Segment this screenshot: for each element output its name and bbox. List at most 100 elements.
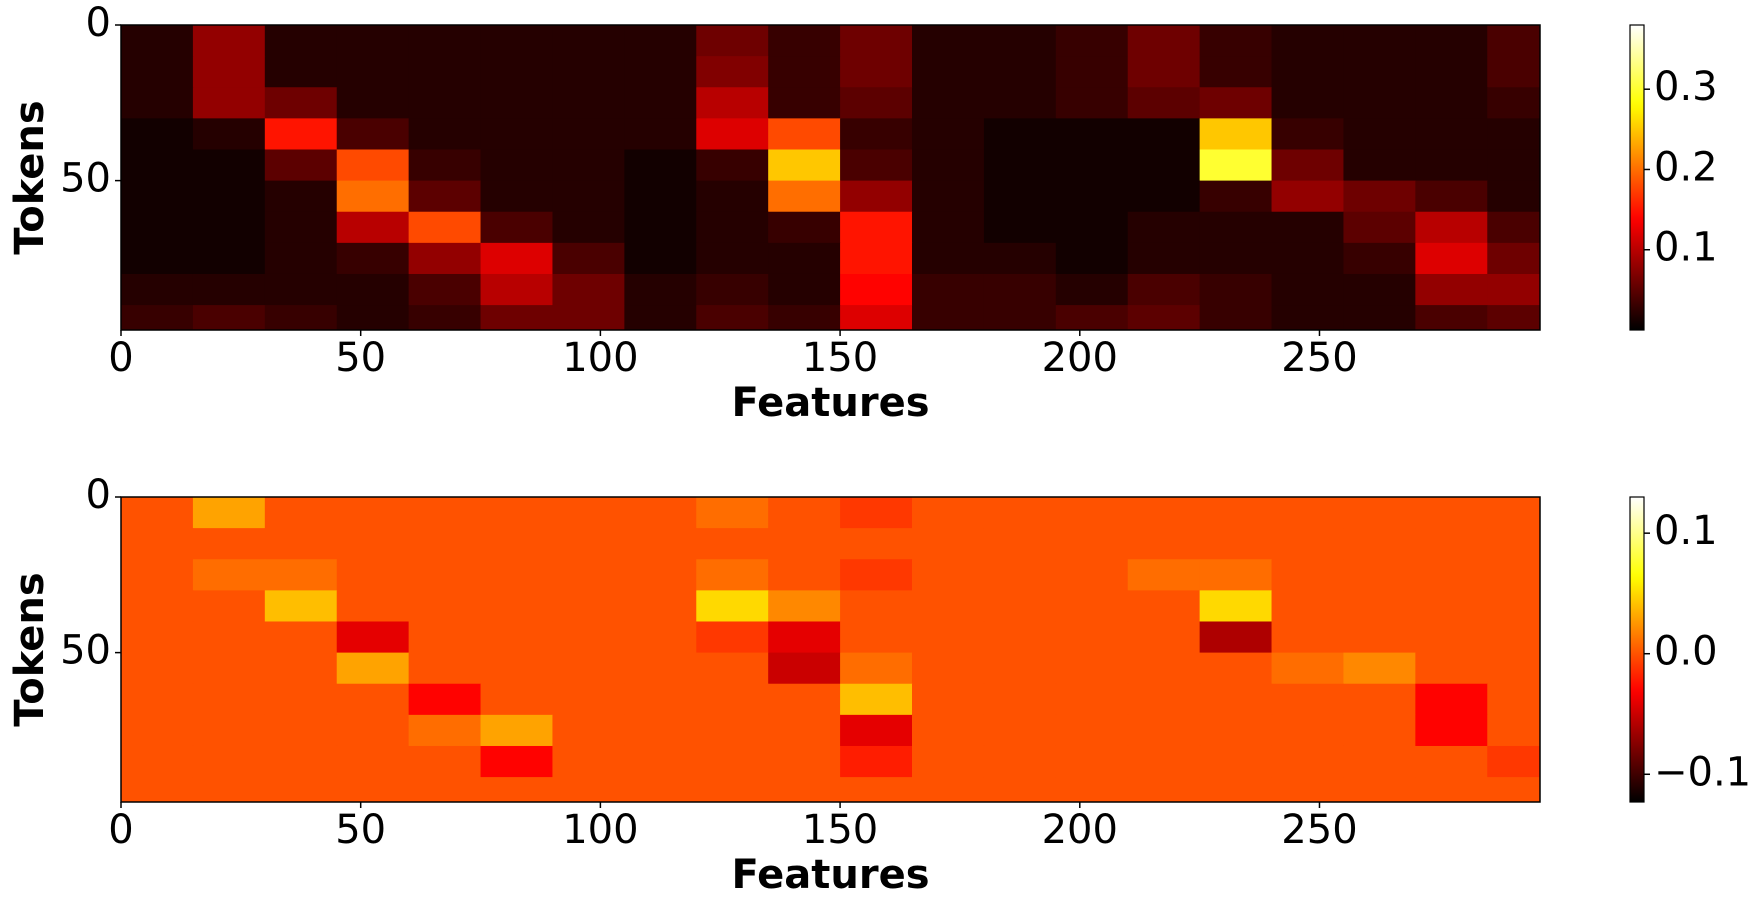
heatmap-cell xyxy=(1271,621,1344,654)
heatmap-cell xyxy=(480,305,553,331)
heatmap-cell xyxy=(1343,118,1416,150)
heatmap-cell xyxy=(983,777,1057,803)
heatmap-cell xyxy=(911,149,985,182)
heatmap-cell xyxy=(336,528,410,560)
heatmap-cell xyxy=(696,652,769,685)
heatmap-cell xyxy=(1055,497,1129,529)
heatmap-cell xyxy=(1127,25,1201,57)
heatmap-cell xyxy=(768,621,841,654)
colorbar-tick-label: 0.0 xyxy=(1654,629,1718,675)
heatmap-cell xyxy=(1487,621,1541,654)
heatmap-cell xyxy=(1343,745,1416,778)
x-tick-label: 200 xyxy=(1042,335,1118,381)
heatmap-cell xyxy=(336,590,410,622)
heatmap-cell xyxy=(696,683,769,716)
heatmap-cell xyxy=(983,497,1057,529)
heatmap-cell xyxy=(624,652,697,685)
heatmap-cell xyxy=(1487,497,1541,529)
heatmap-cell xyxy=(1271,305,1344,331)
heatmap-cell xyxy=(911,118,985,150)
heatmap-cell xyxy=(983,590,1057,622)
heatmap-cell xyxy=(624,25,697,57)
heatmap-cell xyxy=(408,528,482,560)
heatmap-cell xyxy=(408,497,482,529)
heatmap-cell xyxy=(1055,242,1129,275)
heatmap-cell xyxy=(121,745,194,778)
heatmap-cell xyxy=(1127,621,1201,654)
heatmap-cell xyxy=(336,621,410,654)
heatmap-cell xyxy=(480,25,553,57)
heatmap-cell xyxy=(983,118,1057,150)
heatmap-cell xyxy=(1055,683,1129,716)
heatmap-cell xyxy=(768,211,841,244)
heatmap-cell xyxy=(480,590,553,622)
heatmap-cell xyxy=(552,273,625,306)
colorbar-tick-label: 0.1 xyxy=(1654,508,1718,554)
x-tick-label: 0 xyxy=(108,335,133,381)
heatmap-cell xyxy=(1487,714,1541,747)
heatmap-cell xyxy=(1271,149,1344,182)
heatmap-cell xyxy=(192,118,266,150)
heatmap-cell xyxy=(1055,528,1129,560)
heatmap-cell xyxy=(121,528,194,560)
heatmap-cell xyxy=(192,211,266,244)
heatmap-cell xyxy=(840,242,913,275)
heatmap-cell xyxy=(624,87,697,119)
heatmap-cell xyxy=(624,180,697,213)
heatmap-cell xyxy=(1343,305,1416,331)
heatmap-cell xyxy=(624,305,697,331)
heatmap-cell xyxy=(1487,180,1541,213)
heatmap-cell xyxy=(1343,559,1416,591)
heatmap-cell xyxy=(1271,25,1344,57)
heatmap-cell xyxy=(552,25,625,57)
heatmap-cell xyxy=(1127,149,1201,182)
heatmap-cell xyxy=(1271,745,1344,778)
heatmap-cell xyxy=(264,745,338,778)
heatmap-cell xyxy=(840,180,913,213)
heatmap-cell xyxy=(768,777,841,803)
heatmap-cell xyxy=(336,87,410,119)
heatmap-cell xyxy=(1271,118,1344,150)
x-tick-label: 0 xyxy=(108,807,133,853)
heatmap-cell xyxy=(696,305,769,331)
heatmap-cell xyxy=(1415,118,1488,150)
heatmap-cell xyxy=(1343,497,1416,529)
heatmap-cell xyxy=(1487,56,1541,88)
heatmap-cell xyxy=(480,242,553,275)
heatmap-cell xyxy=(264,683,338,716)
heatmap-cell xyxy=(983,211,1057,244)
heatmap-cell xyxy=(336,777,410,803)
heatmap-cell xyxy=(336,242,410,275)
heatmap-cell xyxy=(1487,745,1541,778)
heatmap-cell xyxy=(552,56,625,88)
heatmap-cell xyxy=(336,273,410,306)
heatmap-cell xyxy=(840,305,913,331)
heatmap-cell xyxy=(1271,683,1344,716)
heatmap-cell xyxy=(1199,118,1273,150)
heatmap-cell xyxy=(1487,87,1541,119)
heatmap-cell xyxy=(1055,180,1129,213)
y-tick-label: 50 xyxy=(60,628,111,674)
heatmap-cell xyxy=(408,87,482,119)
heatmap-cell xyxy=(768,25,841,57)
heatmap-cell xyxy=(911,683,985,716)
heatmap-cell xyxy=(121,652,194,685)
heatmap-cell xyxy=(983,683,1057,716)
heatmap-cell xyxy=(1271,56,1344,88)
heatmap-cell xyxy=(264,590,338,622)
heatmap-cell xyxy=(552,559,625,591)
heatmap-cell xyxy=(480,777,553,803)
heatmap-cell xyxy=(121,211,194,244)
heatmap-cell xyxy=(1199,305,1273,331)
heatmap-cell xyxy=(983,25,1057,57)
heatmap-cell xyxy=(983,305,1057,331)
heatmap-cell xyxy=(624,777,697,803)
heatmap-cell xyxy=(408,590,482,622)
heatmap-cell xyxy=(911,714,985,747)
heatmap-cell xyxy=(983,528,1057,560)
heatmap-cell xyxy=(408,683,482,716)
heatmap-cell xyxy=(911,497,985,529)
heatmap-cell xyxy=(840,56,913,88)
heatmap-cell xyxy=(1271,273,1344,306)
